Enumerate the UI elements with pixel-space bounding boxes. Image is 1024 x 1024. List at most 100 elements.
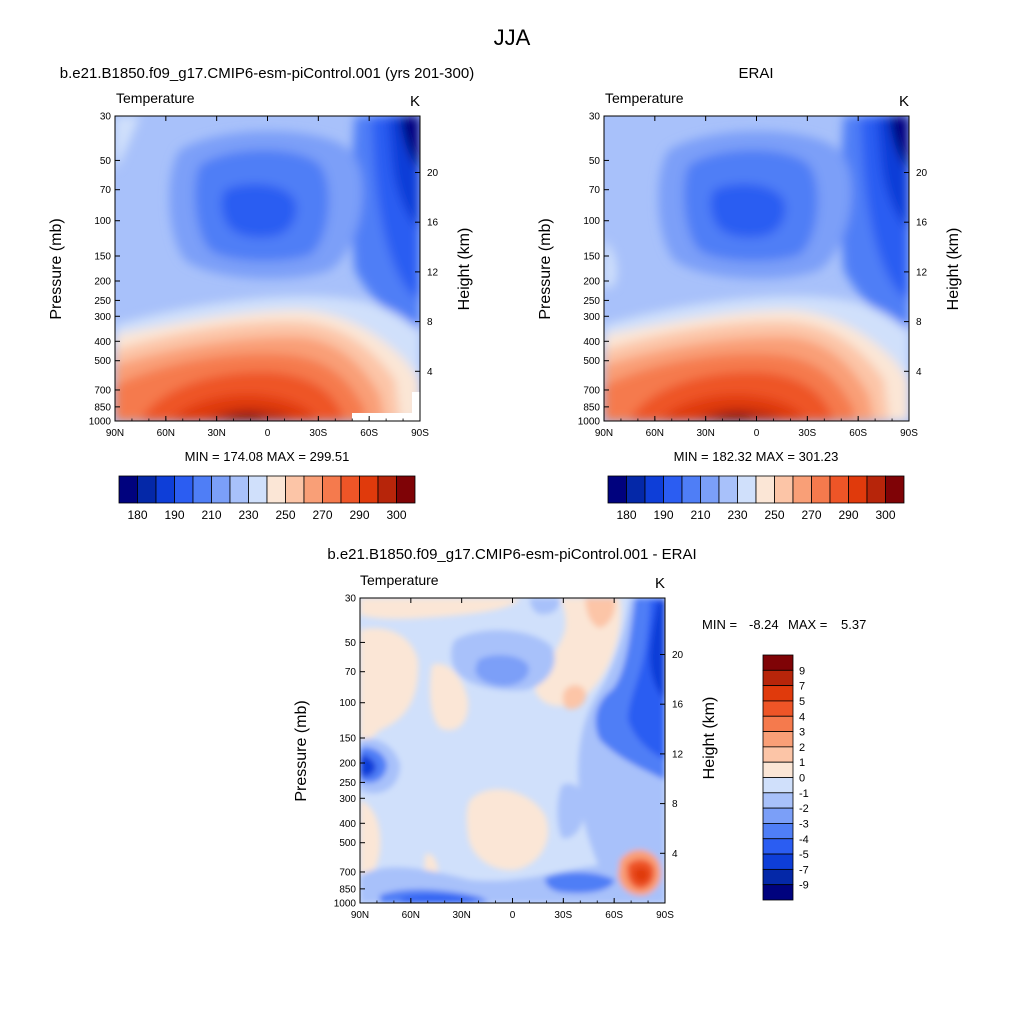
panel-diff-colorbar-label: -3 (799, 818, 809, 830)
panel-erai-ytick-right-label: 8 (916, 317, 922, 328)
panel-diff-colorbar-swatch (762, 853, 794, 870)
panel-model-ytick-label: 30 (100, 112, 112, 123)
panel-diff-colorbar-label: 0 (799, 773, 805, 785)
panel-erai-xtick-label: 60S (849, 428, 867, 439)
panel-diff-colorbar-swatch (762, 700, 794, 717)
panel-model-ylabel-right: Height (km) (456, 228, 473, 311)
panel-model-colorbar-swatch (303, 475, 323, 504)
panel-erai-colorbar-label: 180 (616, 508, 636, 522)
panel-model-colorbar-swatch (155, 475, 175, 504)
panel-model-colorbar-label: 190 (164, 508, 184, 522)
panel-model-contour-field (115, 116, 420, 421)
panel-erai-ytick-label: 150 (583, 251, 600, 262)
panel-erai-colorbar-swatch (626, 475, 646, 504)
panel-model-colorbar-swatch (377, 475, 397, 504)
panel-model-ytick-label: 70 (100, 185, 112, 196)
panel-model-units: K (410, 93, 420, 110)
panel-diff-colorbar-label: -4 (799, 834, 809, 846)
panel-diff-ytick-label: 700 (339, 867, 356, 878)
panel-model-xtick-label: 30S (309, 428, 327, 439)
panel-model-ytick-right-label: 8 (427, 317, 433, 328)
panel-model-colorbar-swatch (266, 475, 286, 504)
panel-erai-stats: MIN = 182.32 MAX = 301.23 (674, 449, 839, 464)
panel-model-colorbar-swatch (396, 475, 416, 504)
panel-model-ytick-label: 500 (94, 356, 111, 367)
panel-erai-ytick-right-label: 4 (916, 367, 922, 378)
panel-model: b.e21.B1850.f09_g17.CMIP6-esm-piControl.… (48, 65, 474, 522)
panel-erai-colorbar-label: 190 (653, 508, 673, 522)
panel-diff-stats-min-label: MIN = (702, 617, 737, 632)
panel-model-xtick-label: 30N (207, 428, 225, 439)
panel-diff-colorbar-label: 9 (799, 665, 805, 677)
panel-model-title: b.e21.B1850.f09_g17.CMIP6-esm-piControl.… (60, 65, 474, 82)
panel-diff-ytick-label: 500 (339, 838, 356, 849)
panel-erai-xtick-label: 90S (900, 428, 918, 439)
panel-model-ytick-label: 400 (94, 337, 111, 348)
panel-model-colorbar-label: 210 (201, 508, 221, 522)
panel-model-colorbar-swatch (322, 475, 342, 504)
panel-erai-colorbar-swatch (774, 475, 794, 504)
panel-diff-colorbar-swatch (762, 868, 794, 886)
panel-diff-ytick-label: 250 (339, 778, 356, 789)
panel-erai-xtick-label: 60N (646, 428, 664, 439)
panel-diff-colorbar-swatch (762, 823, 794, 840)
panel-model-colorbar-label: 180 (127, 508, 147, 522)
panel-erai-xtick-label: 30N (696, 428, 714, 439)
panel-erai-ylabel-right: Height (km) (945, 228, 962, 311)
panel-diff-colorbar-swatch (762, 685, 794, 702)
panel-model-ytick-right-label: 4 (427, 367, 433, 378)
panel-diff-units: K (655, 575, 665, 592)
panel-erai-ytick-label: 300 (583, 312, 600, 323)
page-title: JJA (494, 25, 531, 50)
panel-diff-contour-field (360, 598, 665, 903)
panel-diff-ytick-right-label: 16 (672, 700, 684, 711)
panel-erai-xtick-label: 30S (798, 428, 816, 439)
panel-model-ytick-right-label: 20 (427, 168, 439, 179)
panel-erai-ytick-label: 200 (583, 277, 600, 288)
panel-diff-colorbar-swatch (762, 792, 794, 809)
panel-erai-colorbar-label: 290 (838, 508, 858, 522)
panel-erai-ytick-label: 850 (583, 402, 600, 413)
panel-diff-ytick-label: 100 (339, 698, 356, 709)
panel-diff-ytick-label: 50 (345, 638, 357, 649)
panel-model-xtick-label: 90S (411, 428, 429, 439)
panel-diff-xtick-label: 90S (656, 910, 674, 921)
panel-diff-ytick-right-label: 8 (672, 799, 678, 810)
panel-erai-ytick-right-label: 12 (916, 267, 928, 278)
panel-model-ytick-label: 100 (94, 216, 111, 227)
panel-erai-units: K (899, 93, 909, 110)
panel-erai-colorbar-swatch (663, 475, 683, 504)
panel-diff-ytick-right-label: 4 (672, 849, 678, 860)
panel-erai-ytick-label: 70 (589, 185, 601, 196)
panel-erai-colorbar: 180 190 210 230 250 270 290 300 (607, 475, 905, 522)
panel-erai-colorbar-swatch (866, 475, 886, 504)
panel-model-colorbar-swatch (359, 475, 379, 504)
panel-erai-ytick-label: 400 (583, 337, 600, 348)
panel-diff-colorbar-label: -2 (799, 803, 809, 815)
panel-model-colorbar-label: 270 (312, 508, 332, 522)
panel-erai-ylabel: Pressure (mb) (537, 218, 554, 319)
panel-erai-ytick-label: 700 (583, 385, 600, 396)
panel-diff-stats: MIN = -8.24 MAX = 5.37 (702, 617, 866, 632)
panel-model-xtick-label: 60N (157, 428, 175, 439)
panel-erai-colorbar-swatch (755, 475, 775, 504)
panel-diff-colorbar: 9 7 5 4 3 2 1 0 -1 -2 -3 -4 -5 -7 -9 (762, 654, 809, 901)
panel-diff-colorbar-label: -7 (799, 864, 809, 876)
panel-erai-axes: 30 50 70 100 150 200 250 300 400 500 700 850 1000 20 1… (578, 112, 928, 440)
panel-erai-xtick-label: 0 (754, 428, 760, 439)
panel-diff-xtick-label: 0 (510, 910, 516, 921)
panel-model-ytick-label: 1000 (89, 417, 112, 428)
panel-erai-ytick-label: 500 (583, 356, 600, 367)
panel-erai-colorbar-swatch (792, 475, 812, 504)
panel-diff-colorbar-label: 2 (799, 742, 805, 754)
panel-diff-xtick-label: 60S (605, 910, 623, 921)
panel-diff-colorbar-swatch (762, 731, 794, 748)
panel-diff-xtick-label: 90N (351, 910, 369, 921)
panel-model-colorbar-swatch (248, 475, 268, 504)
panel-diff-variable: Temperature (360, 572, 439, 588)
panel-diff-colorbar-swatch (762, 669, 794, 687)
panel-diff-ytick-label: 400 (339, 819, 356, 830)
panel-model-xtick-label: 60S (360, 428, 378, 439)
panel-diff-colorbar-label: -9 (799, 880, 809, 892)
